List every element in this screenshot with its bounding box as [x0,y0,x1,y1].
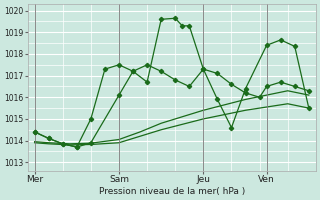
X-axis label: Pression niveau de la mer( hPa ): Pression niveau de la mer( hPa ) [99,187,245,196]
